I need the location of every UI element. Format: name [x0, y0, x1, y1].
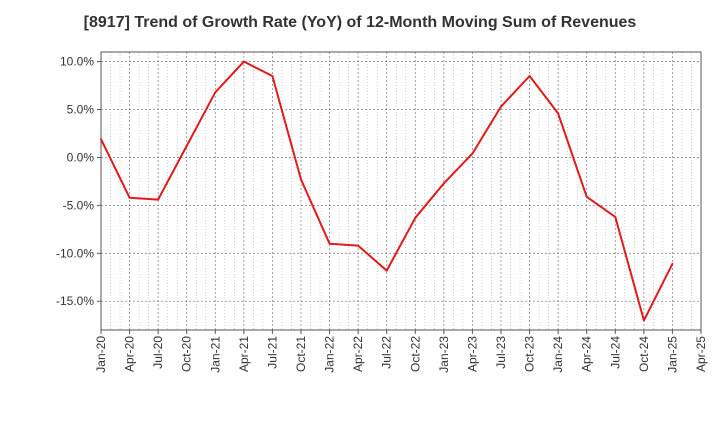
x-tick-label: Oct-20 [180, 336, 194, 372]
x-tick-label: Jul-24 [608, 336, 622, 369]
x-tick-label: Apr-23 [465, 336, 479, 372]
x-tick-label: Jul-22 [380, 336, 394, 369]
data-point [328, 242, 331, 245]
x-tick-label: Jul-23 [494, 336, 508, 369]
x-tick-label: Jan-22 [323, 336, 337, 373]
x-tick-label: Jan-25 [665, 336, 679, 373]
x-tick-label: Oct-23 [523, 336, 537, 372]
data-point [442, 182, 445, 185]
x-tick-label: Oct-22 [408, 336, 422, 372]
data-point [214, 91, 217, 94]
plot-border [100, 51, 702, 331]
x-tick-label: Apr-20 [123, 336, 137, 372]
y-tick-label: -5.0% [63, 198, 95, 212]
x-tick-label: Jan-21 [208, 336, 222, 373]
data-point [242, 60, 245, 63]
data-point [528, 74, 531, 77]
x-tick-label: Apr-24 [580, 336, 594, 372]
x-tick-label: Apr-22 [351, 336, 365, 372]
data-point [300, 178, 302, 181]
data-point [557, 112, 560, 115]
data-point [671, 262, 674, 265]
data-point [414, 216, 417, 219]
y-tick-label: -10.0% [56, 246, 94, 260]
y-tick-label: 5.0% [67, 103, 95, 117]
data-point [500, 105, 502, 108]
data-point [642, 319, 645, 322]
data-point [100, 138, 102, 141]
y-tick-label: 0.0% [67, 150, 95, 164]
x-tick-label: Jul-21 [265, 336, 279, 369]
data-point [128, 196, 131, 199]
data-point [157, 198, 160, 201]
data-point [271, 74, 274, 77]
x-tick-label: Oct-24 [637, 336, 651, 372]
data-point [185, 144, 188, 147]
data-point [585, 195, 588, 198]
plot-area [101, 52, 701, 330]
data-point [357, 244, 360, 247]
x-tick-label: Apr-25 [694, 336, 708, 372]
x-tick-label: Jul-20 [151, 336, 165, 369]
chart-title: [8917] Trend of Growth Rate (YoY) of 12-… [83, 14, 637, 31]
x-tick-label: Jan-20 [94, 336, 108, 373]
x-tick-label: Jan-23 [437, 336, 451, 373]
x-tick-label: Apr-21 [237, 336, 251, 372]
y-tick-label: 10.0% [60, 55, 94, 69]
x-tick-label: Oct-21 [294, 336, 308, 372]
y-tick-label: -15.0% [56, 294, 94, 308]
x-tick-label: Jan-24 [551, 336, 565, 373]
data-point [614, 215, 617, 218]
data-point [471, 152, 474, 155]
data-point [385, 269, 388, 272]
